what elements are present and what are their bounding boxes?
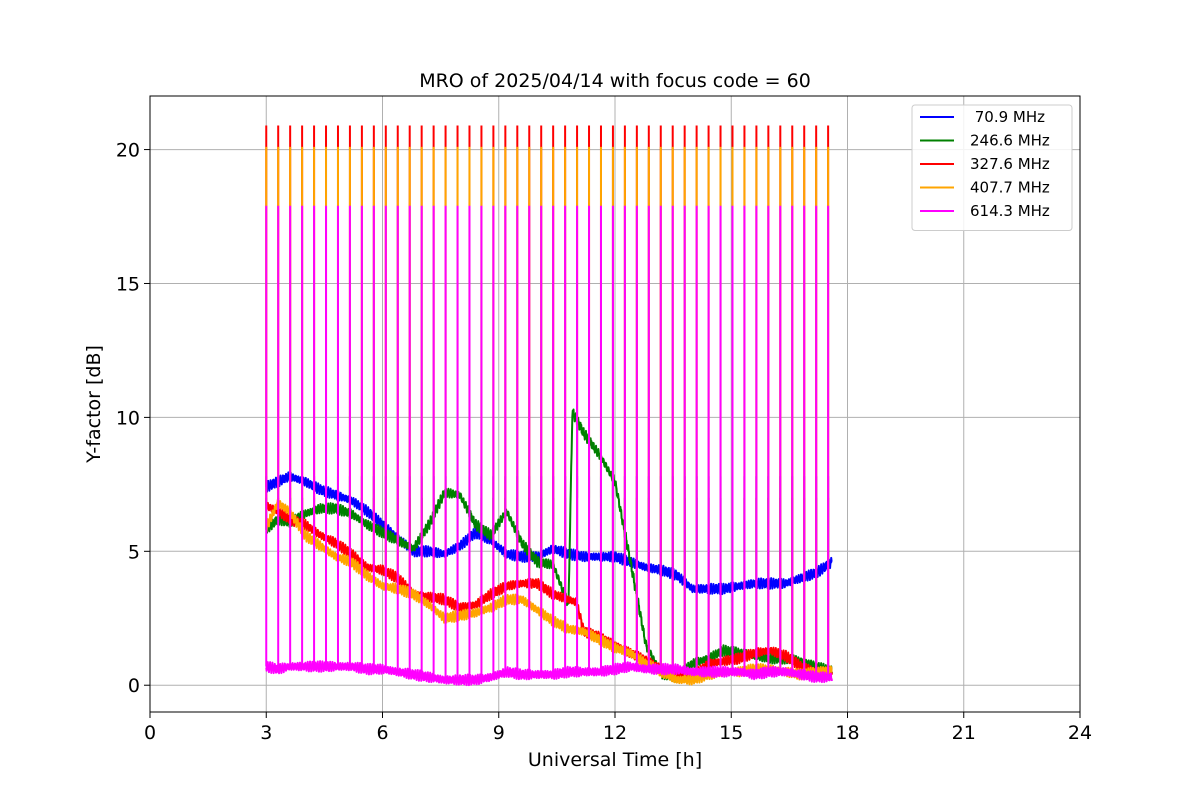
series-line <box>265 205 833 687</box>
plot-area <box>265 125 833 687</box>
axis-ticks: 0 3 6 9 12 15 18 21 24 0 5 10 15 20 <box>116 140 1092 744</box>
legend-label: 246.6 MHz <box>970 132 1050 150</box>
series-3 <box>265 146 833 686</box>
series-1 <box>265 408 833 684</box>
series-line <box>265 471 833 596</box>
series-line <box>265 408 833 684</box>
x-tick-label: 9 <box>493 722 505 744</box>
series-4 <box>265 205 833 687</box>
y-axis-label: Y-factor [dB] <box>83 345 105 464</box>
y-tick-label: 0 <box>128 675 140 697</box>
legend-label: 70.9 MHz <box>970 108 1045 126</box>
x-tick-label: 21 <box>952 722 976 744</box>
x-tick-label: 3 <box>260 722 272 744</box>
y-tick-label: 15 <box>116 273 140 295</box>
legend: 70.9 MHz 246.6 MHz 327.6 MHz 407.7 MHz 614.3… <box>911 104 1073 231</box>
x-tick-label: 0 <box>144 722 156 744</box>
x-tick-label: 24 <box>1068 722 1092 744</box>
y-tick-label: 20 <box>116 140 140 162</box>
x-tick-label: 6 <box>376 722 388 744</box>
chart-title: MRO of 2025/04/14 with focus code = 60 <box>419 70 811 92</box>
legend-label: 327.6 MHz <box>970 155 1050 173</box>
x-tick-label: 15 <box>719 722 743 744</box>
series-2 <box>265 125 833 683</box>
legend-box <box>911 104 1073 231</box>
x-tick-label: 12 <box>603 722 627 744</box>
x-tick-label: 18 <box>835 722 859 744</box>
series-line <box>265 146 833 686</box>
legend-label: 614.3 MHz <box>970 202 1050 220</box>
y-tick-label: 10 <box>116 407 140 429</box>
series-line <box>265 125 833 683</box>
series-0 <box>265 471 833 596</box>
x-axis-label: Universal Time [h] <box>528 749 702 771</box>
legend-label: 407.7 MHz <box>970 179 1050 197</box>
y-tick-label: 5 <box>128 541 140 563</box>
